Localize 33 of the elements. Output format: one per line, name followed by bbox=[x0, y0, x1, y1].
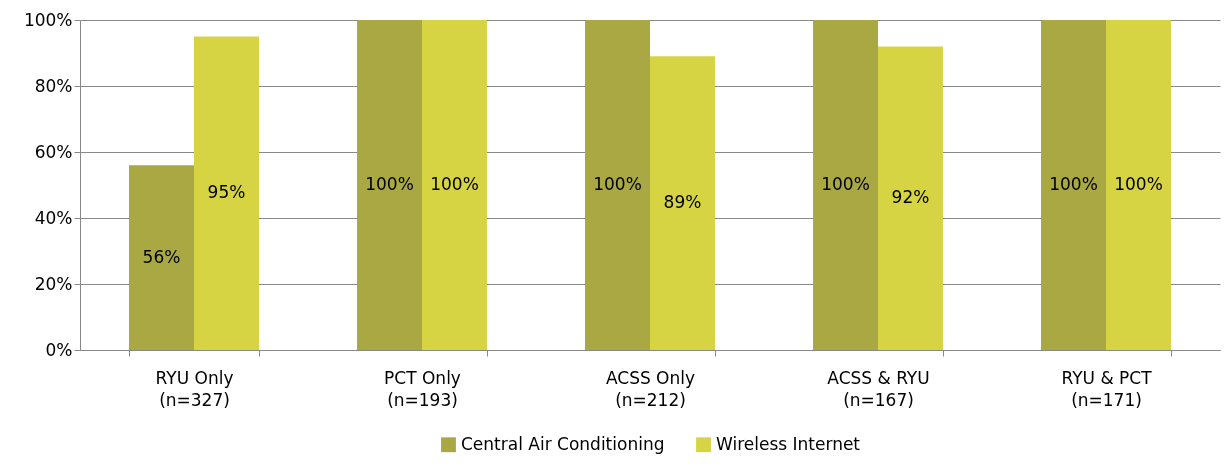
x-tick-label: RYU Only (n=327) bbox=[155, 367, 234, 410]
bar bbox=[1041, 20, 1106, 350]
y-tick-label: 40% bbox=[34, 207, 73, 228]
data-label: 100% bbox=[430, 174, 479, 194]
bar bbox=[422, 20, 487, 350]
data-label: 95% bbox=[207, 182, 246, 203]
data-label: 56% bbox=[142, 246, 181, 267]
x-tick-label: PCT Only (n=193) bbox=[384, 367, 461, 410]
data-label: 100% bbox=[821, 174, 870, 194]
legend-label: Wireless Internet bbox=[716, 433, 861, 454]
bar bbox=[1106, 20, 1171, 350]
data-label: 100% bbox=[1049, 174, 1098, 194]
y-tick-label: 60% bbox=[34, 141, 73, 162]
data-label: 100% bbox=[593, 174, 642, 194]
x-tick-label: ACSS & RYU (n=167) bbox=[827, 367, 930, 410]
bar bbox=[650, 56, 715, 350]
y-tick-label: 100% bbox=[23, 9, 73, 30]
bar bbox=[585, 20, 650, 350]
bar bbox=[129, 165, 194, 350]
bar bbox=[878, 46, 943, 350]
bar bbox=[194, 36, 259, 350]
data-label: 92% bbox=[891, 187, 930, 208]
y-tick-label: 20% bbox=[34, 273, 73, 294]
y-tick-label: 80% bbox=[34, 75, 73, 96]
x-tick-label: ACSS Only (n=212) bbox=[605, 367, 696, 410]
legend-label: Central Air Conditioning bbox=[461, 433, 665, 454]
x-tick-label: RYU & PCT (n=171) bbox=[1061, 367, 1153, 410]
data-label: 100% bbox=[1114, 174, 1163, 194]
data-label: 100% bbox=[365, 174, 414, 194]
bar bbox=[813, 20, 878, 350]
data-label: 89% bbox=[663, 192, 702, 213]
y-tick-label: 0% bbox=[45, 339, 73, 360]
bar bbox=[357, 20, 422, 350]
